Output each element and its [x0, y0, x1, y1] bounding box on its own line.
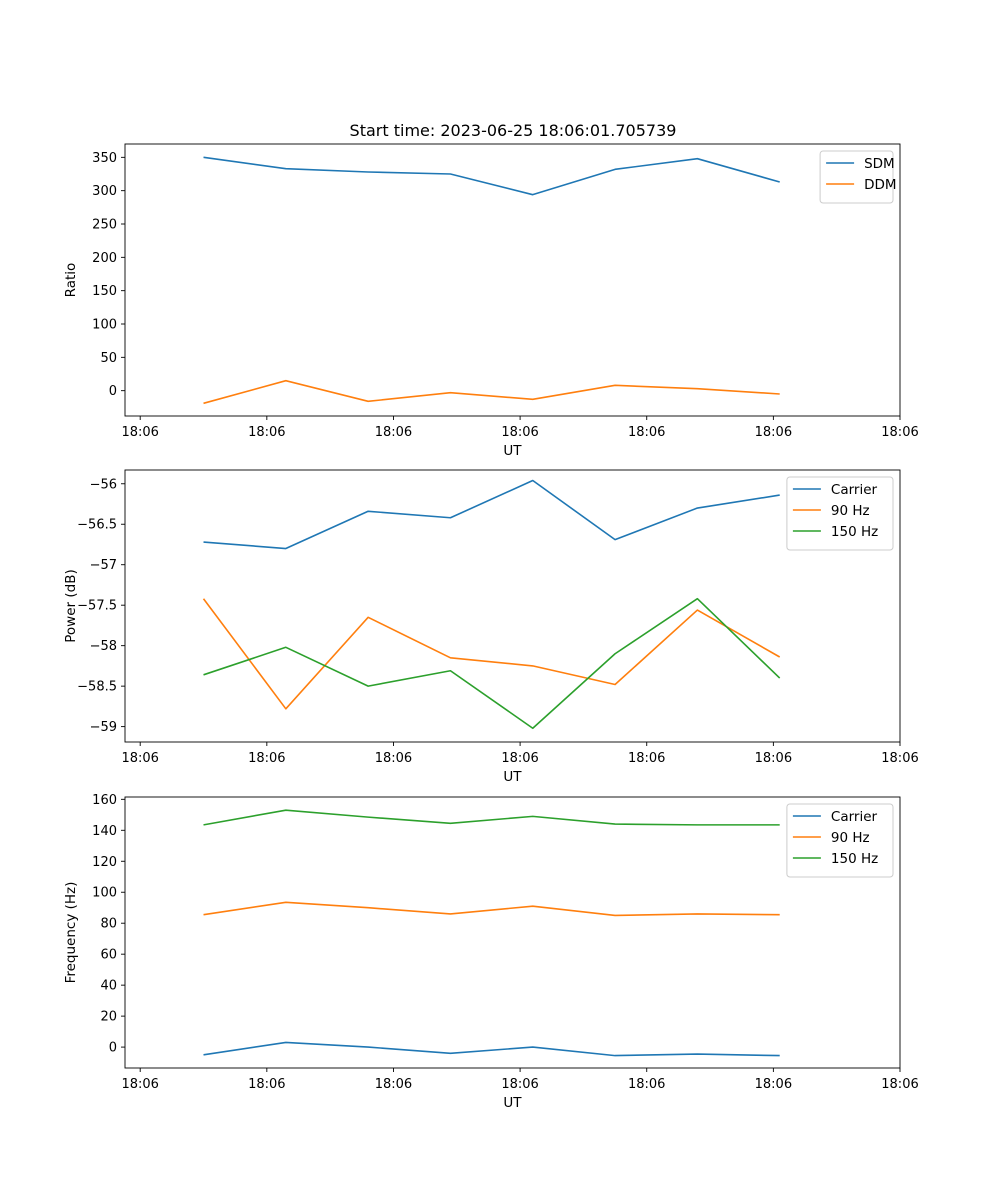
legend-entry: Carrier: [831, 482, 878, 498]
y-tick-label: −57: [90, 558, 117, 573]
x-tick-label: 18:06: [121, 1077, 158, 1092]
series-line-carrier: [203, 479, 780, 550]
legend: Carrier 90 Hz 150 Hz: [786, 476, 894, 551]
legend-entry: 90 Hz: [831, 503, 870, 519]
x-axis-label: UT: [503, 769, 522, 785]
axes-frame: [124, 796, 901, 1069]
series-line-150-hz: [203, 809, 780, 826]
x-tick-label: 18:06: [375, 751, 412, 766]
y-tick-label: 80: [100, 917, 117, 932]
axes-frame: [124, 469, 901, 743]
x-tick-label: 18:06: [628, 1077, 665, 1092]
y-tick-label: 0: [109, 384, 117, 399]
y-tick-label: 160: [92, 793, 117, 808]
x-axis-label: UT: [503, 1095, 522, 1111]
x-tick-label: 18:06: [501, 425, 538, 440]
x-axis-label: UT: [503, 443, 522, 459]
y-tick-label: −56.5: [77, 518, 117, 533]
series-line-90-hz: [203, 901, 780, 917]
x-tick-label: 18:06: [755, 1077, 792, 1092]
x-tick-label: 18:06: [121, 425, 158, 440]
axes-frame: [124, 143, 901, 417]
series-line-90-hz: [202, 598, 781, 710]
series-line-150-hz: [203, 597, 781, 730]
series-line-carrier: [203, 1041, 780, 1057]
y-tick-label: 150: [92, 284, 117, 299]
x-tick-label: 18:06: [248, 1077, 285, 1092]
chart-panel-3: 18:0618:0618:0618:0618:0618:0618:0618:07…: [63, 793, 919, 1111]
legend-entry: 90 Hz: [831, 830, 870, 846]
legend-entry: SDM: [864, 156, 895, 172]
y-tick-label: −58: [90, 639, 117, 654]
y-tick-label: −58.5: [77, 680, 117, 695]
y-tick-label: 250: [92, 218, 117, 233]
legend: SDM DDM: [819, 150, 897, 204]
y-tick-label: 100: [92, 318, 117, 333]
x-tick-label: 18:06: [881, 1077, 918, 1092]
series-line-ddm: [203, 379, 780, 405]
y-tick-label: −59: [90, 720, 117, 735]
legend-frame: [819, 150, 894, 204]
y-tick-label: 120: [92, 855, 117, 870]
y-axis-label: Frequency (Hz): [63, 882, 79, 984]
y-tick-label: 300: [92, 184, 117, 199]
x-tick-label: 18:06: [248, 751, 285, 766]
x-tick-label: 18:06: [121, 751, 158, 766]
chart-panel-2: 18:0618:0618:0618:0618:0618:0618:0618:07…: [63, 469, 919, 785]
y-axis-label: Ratio: [63, 263, 79, 298]
y-tick-label: 20: [100, 1010, 117, 1025]
y-tick-label: 0: [109, 1041, 117, 1056]
x-tick-label: 18:06: [501, 751, 538, 766]
x-tick-label: 18:06: [755, 751, 792, 766]
x-tick-label: 18:06: [375, 425, 412, 440]
panels: 18:0618:0618:0618:0618:0618:0618:0618:07…: [63, 143, 919, 1111]
y-tick-label: −57.5: [77, 599, 117, 614]
series-line-sdm: [203, 156, 780, 196]
legend-entry: Carrier: [831, 809, 878, 825]
chart-panel-1: 18:0618:0618:0618:0618:0618:0618:0618:07…: [63, 143, 919, 459]
y-tick-label: 200: [92, 251, 117, 266]
x-tick-label: 18:06: [881, 425, 918, 440]
x-tick-label: 18:06: [628, 425, 665, 440]
x-tick-label: 18:06: [375, 1077, 412, 1092]
y-tick-label: 140: [92, 824, 117, 839]
y-tick-label: 350: [92, 151, 117, 166]
x-tick-label: 18:06: [628, 751, 665, 766]
x-tick-label: 18:06: [501, 1077, 538, 1092]
y-tick-label: −56: [90, 477, 117, 492]
x-tick-label: 18:06: [248, 425, 285, 440]
y-axis-label: Power (dB): [63, 569, 79, 642]
x-tick-label: 18:06: [881, 751, 918, 766]
legend: Carrier 90 Hz 150 Hz: [786, 803, 894, 878]
figure-title: Start time: 2023-06-25 18:06:01.705739: [350, 121, 677, 140]
x-tick-label: 18:06: [755, 425, 792, 440]
y-tick-label: 50: [100, 351, 117, 366]
y-tick-label: 60: [100, 948, 117, 963]
legend-entry: 150 Hz: [831, 524, 878, 540]
y-tick-label: 100: [92, 886, 117, 901]
y-tick-label: 40: [100, 979, 117, 994]
legend-entry: 150 Hz: [831, 851, 878, 867]
legend-entry: DDM: [864, 177, 896, 193]
